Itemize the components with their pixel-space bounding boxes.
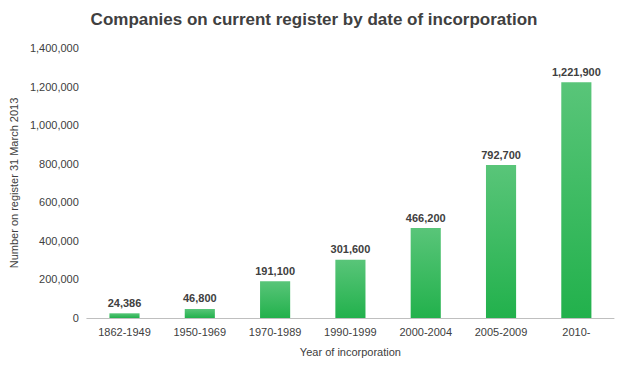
svg-text:1970-1989: 1970-1989 bbox=[249, 326, 302, 338]
svg-text:1950-1969: 1950-1969 bbox=[173, 326, 226, 338]
svg-text:0: 0 bbox=[73, 312, 79, 324]
svg-text:792,700: 792,700 bbox=[481, 149, 521, 161]
svg-text:800,000: 800,000 bbox=[39, 158, 79, 170]
svg-text:191,100: 191,100 bbox=[255, 265, 295, 277]
svg-text:1990-1999: 1990-1999 bbox=[324, 326, 377, 338]
svg-text:1,000,000: 1,000,000 bbox=[30, 119, 79, 131]
svg-text:Companies on current register: Companies on current register by date of… bbox=[91, 10, 538, 29]
svg-text:1,400,000: 1,400,000 bbox=[30, 42, 79, 54]
svg-text:2005-2009: 2005-2009 bbox=[475, 326, 528, 338]
svg-text:Year of incorporation: Year of incorporation bbox=[300, 346, 401, 358]
svg-text:2000-2004: 2000-2004 bbox=[399, 326, 452, 338]
svg-text:301,600: 301,600 bbox=[331, 243, 371, 255]
svg-text:2010-: 2010- bbox=[562, 326, 590, 338]
svg-text:466,200: 466,200 bbox=[406, 212, 446, 224]
svg-text:1,200,000: 1,200,000 bbox=[30, 81, 79, 93]
svg-text:600,000: 600,000 bbox=[39, 196, 79, 208]
svg-text:400,000: 400,000 bbox=[39, 235, 79, 247]
svg-text:1,221,900: 1,221,900 bbox=[552, 66, 601, 78]
svg-text:1862-1949: 1862-1949 bbox=[98, 326, 151, 338]
svg-text:24,386: 24,386 bbox=[108, 297, 142, 309]
svg-text:Number on register 31 March 20: Number on register 31 March 2013 bbox=[8, 98, 20, 269]
svg-text:200,000: 200,000 bbox=[39, 273, 79, 285]
svg-text:46,800: 46,800 bbox=[183, 292, 217, 304]
